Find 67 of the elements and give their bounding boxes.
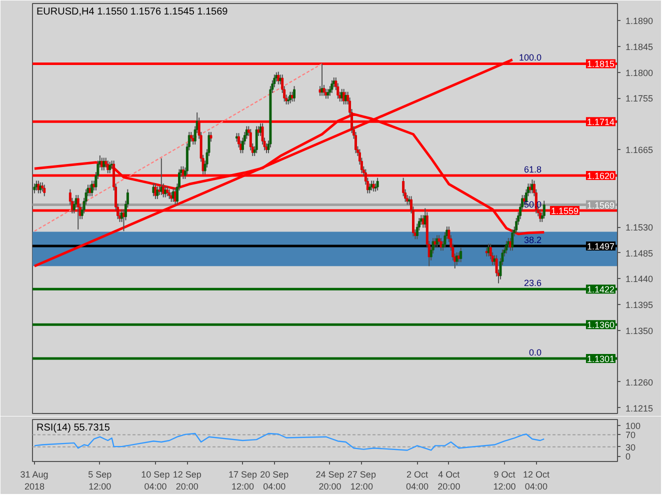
candlestick	[376, 177, 379, 191]
x-tick-label: 12 Oct 04:00	[522, 470, 550, 492]
candlestick	[293, 86, 296, 102]
chart-title: EURUSD,H4 1.1550 1.1576 1.1545 1.1569	[36, 6, 228, 18]
y-tick-label: 1.1260	[626, 377, 654, 388]
x-tick-label: 10 Sep 04:00	[141, 470, 170, 492]
x-tick-label: 31 Aug 2018	[20, 470, 48, 492]
ref-line-label: 1.1620	[586, 171, 615, 182]
x-tick-label: 2 Oct 04:00	[406, 470, 428, 492]
candlestick	[538, 208, 542, 222]
candlestick	[436, 234, 438, 248]
y-tick-label: 1.1845	[626, 42, 654, 52]
y-tick-label: 1.1350	[626, 326, 654, 336]
x-tick-label: 27 Sep 12:00	[347, 470, 376, 492]
candlestick	[456, 252, 458, 266]
y-tick-label: 1.1440	[626, 274, 654, 284]
ref-line-label: 1.1301	[586, 354, 615, 364]
candlestick	[255, 126, 258, 154]
candlestick	[372, 180, 375, 192]
candlestick	[460, 247, 462, 263]
ref-line-label: 1.1497	[586, 242, 615, 252]
y-tick-label: 1.1890	[626, 16, 654, 26]
x-tick-label: 17 Sep 12:00	[228, 470, 257, 492]
ref-line-label: 1.1815	[586, 59, 615, 70]
y-tick-label: 70	[626, 430, 636, 440]
annotation: 0.0	[528, 347, 542, 358]
x-tick-label: 9 Oct 12:00	[493, 470, 516, 492]
y-tick-label: 1.1215	[626, 403, 654, 414]
candlestick	[511, 228, 514, 252]
y-tick-label: 30	[626, 442, 636, 452]
candlestick	[505, 240, 508, 254]
y-tick-label: 1.1395	[626, 300, 654, 310]
chart-title: RSI(14) 55.7315	[36, 422, 110, 434]
candlestick	[166, 186, 169, 197]
y-tick-label: 1.1530	[626, 222, 654, 233]
x-tick-label: 4 Oct 20:00	[438, 470, 460, 492]
candlestick	[41, 182, 44, 192]
y-tick-label: 1.1665	[626, 145, 654, 156]
ref-line-label: 1.1360	[586, 320, 615, 330]
y-tick-label: 1.1485	[626, 248, 654, 258]
annotation: 23.6	[524, 278, 542, 288]
annotation: 61.8	[524, 164, 542, 175]
candlestick	[154, 183, 157, 200]
candlestick	[326, 88, 330, 100]
ref-line-label: 1.1714	[586, 117, 615, 128]
annotation: 100.0	[518, 52, 542, 63]
candlestick	[168, 188, 171, 200]
candlestick	[440, 238, 442, 252]
x-tick-label: 24 Sep 20:00	[316, 470, 344, 492]
candlestick	[542, 200, 546, 220]
candlestick	[76, 194, 80, 230]
y-tick-label: 1.1755	[626, 94, 654, 104]
x-tick-label: 5 Sep 12:00	[88, 470, 112, 492]
y-tick-label: 100	[626, 421, 641, 432]
ref-line-label: 1.1422	[586, 284, 615, 295]
x-tick-label: 20 Sep 04:00	[260, 470, 289, 492]
ref-line-label: 1.1559	[550, 206, 579, 216]
candlestick	[43, 184, 46, 197]
x-tick-label: 12 Sep 20:00	[172, 470, 202, 492]
ref-line-label: 1.1569	[586, 200, 615, 210]
annotation: 38.2	[524, 235, 542, 246]
y-tick-label: 1.1800	[626, 68, 654, 78]
y-tick-label: 0	[626, 452, 631, 462]
candlestick	[330, 80, 334, 94]
line-series	[34, 432, 545, 451]
candlestick	[342, 88, 346, 105]
candlestick	[102, 157, 106, 171]
